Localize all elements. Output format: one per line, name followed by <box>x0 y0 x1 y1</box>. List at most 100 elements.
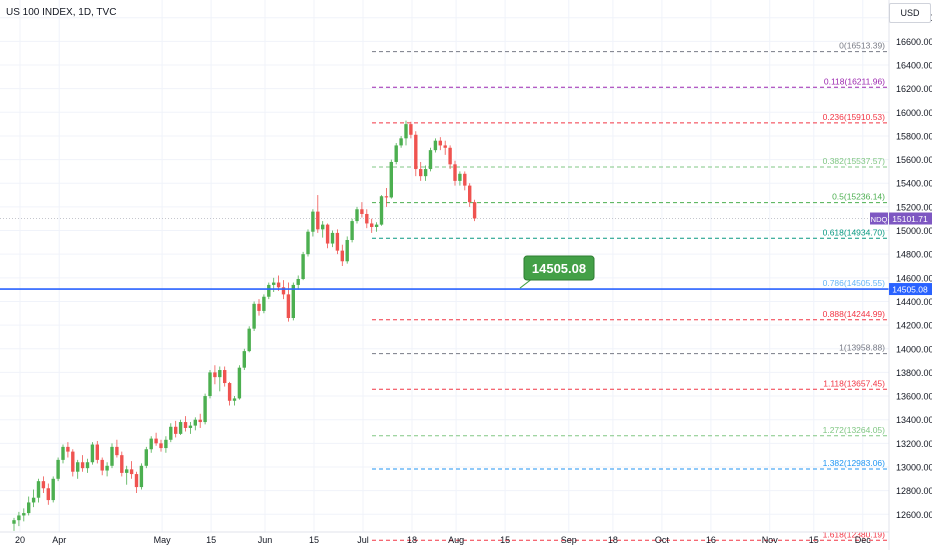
time-tick-label: 16 <box>706 535 716 545</box>
candle-body <box>174 426 178 434</box>
candle <box>301 251 305 281</box>
fib-levels: 0(16513.39) 0.118(16211.96) 0.236(15910.53… <box>372 41 887 541</box>
time-tick-label: 20 <box>15 535 25 545</box>
candle <box>311 209 315 237</box>
candle <box>100 457 104 476</box>
last-price-text: 15101.71 <box>892 214 928 224</box>
candle-body <box>335 232 340 251</box>
candle <box>164 436 168 453</box>
candle <box>213 365 217 385</box>
price-tick-label: 13600.00 <box>896 392 932 402</box>
currency-selector[interactable]: USD <box>889 3 931 23</box>
candle-body <box>242 351 246 368</box>
candle-body <box>218 370 222 378</box>
candle <box>27 496 31 516</box>
price-tick-label: 13200.00 <box>896 439 932 449</box>
candle <box>379 195 384 226</box>
candle-body <box>360 209 364 214</box>
candles <box>12 120 477 531</box>
price-tick-label: 14200.00 <box>896 321 932 331</box>
candle-body <box>414 134 418 170</box>
candle-body <box>399 138 403 146</box>
candle-body <box>423 169 428 177</box>
candle-body <box>296 279 300 285</box>
candle-body <box>394 145 398 162</box>
candle <box>384 187 389 207</box>
price-tick-label: 16000.00 <box>896 108 932 118</box>
price-tick-label: 15000.00 <box>896 226 932 236</box>
candle-body <box>409 124 413 135</box>
time-tick-label: Apr <box>52 535 66 545</box>
candle-body <box>325 224 330 244</box>
candle-body <box>169 426 173 440</box>
candle-body <box>61 446 65 460</box>
candle <box>360 202 364 218</box>
price-tick-label: 14400.00 <box>896 297 932 307</box>
candle <box>110 443 114 469</box>
fib-level-label: 0.118(16211.96) <box>824 76 885 86</box>
price-tick-label: 14000.00 <box>896 344 932 354</box>
candle <box>409 121 413 139</box>
fib-level-label: 0(16513.39) <box>839 41 885 51</box>
candle <box>252 301 256 332</box>
candle <box>154 432 158 446</box>
candle-body <box>345 239 349 262</box>
candle-body <box>365 213 369 224</box>
candle <box>51 476 55 503</box>
candle-body <box>286 294 291 319</box>
candle <box>291 282 295 321</box>
candle-body <box>71 451 75 472</box>
time-tick-label: Oct <box>655 535 670 545</box>
candle-body <box>247 328 251 352</box>
fib-level-label: 0.786(14505.55) <box>823 278 886 288</box>
candle <box>198 413 202 428</box>
candle <box>159 439 163 452</box>
candle <box>95 440 99 464</box>
candle-body <box>311 211 315 232</box>
candle-body <box>134 474 139 488</box>
time-tick-label: Dec <box>855 535 872 545</box>
candle <box>227 381 232 406</box>
candle <box>237 365 242 400</box>
candle <box>120 451 124 477</box>
candle <box>423 165 428 181</box>
candle-body <box>80 462 85 469</box>
candle-body <box>22 513 26 516</box>
candle-body <box>46 488 50 501</box>
candle <box>306 229 310 257</box>
candle-body <box>154 438 158 444</box>
candle <box>76 459 80 479</box>
candle-body <box>17 515 21 521</box>
time-tick-label: Jul <box>357 535 369 545</box>
candle <box>139 463 144 490</box>
candle <box>404 120 408 146</box>
candle <box>134 471 139 493</box>
candle <box>183 416 188 432</box>
time-tick-label: Aug <box>448 535 464 545</box>
candle-body <box>31 497 36 503</box>
candle <box>169 423 173 443</box>
candle <box>399 135 403 148</box>
candle-body <box>183 422 188 428</box>
candle-body <box>227 383 232 401</box>
candle-body <box>144 449 148 466</box>
candle-body <box>66 446 70 452</box>
support-price-text: 14505.08 <box>892 285 928 295</box>
candle <box>178 419 183 436</box>
candle <box>296 275 300 290</box>
candle-body <box>262 296 266 311</box>
price-tick-label: 12600.00 <box>896 510 932 520</box>
candle <box>208 370 212 399</box>
candle-body <box>115 446 119 456</box>
candle <box>414 131 418 177</box>
candle <box>330 230 335 248</box>
candle-body <box>232 398 237 401</box>
candle-body <box>27 502 31 514</box>
candle-body <box>291 284 295 319</box>
candle-body <box>188 425 193 428</box>
candle <box>463 171 467 191</box>
candle-body <box>198 419 202 423</box>
candle <box>193 417 197 431</box>
fib-level-label: 1.118(13657.45) <box>823 378 885 388</box>
